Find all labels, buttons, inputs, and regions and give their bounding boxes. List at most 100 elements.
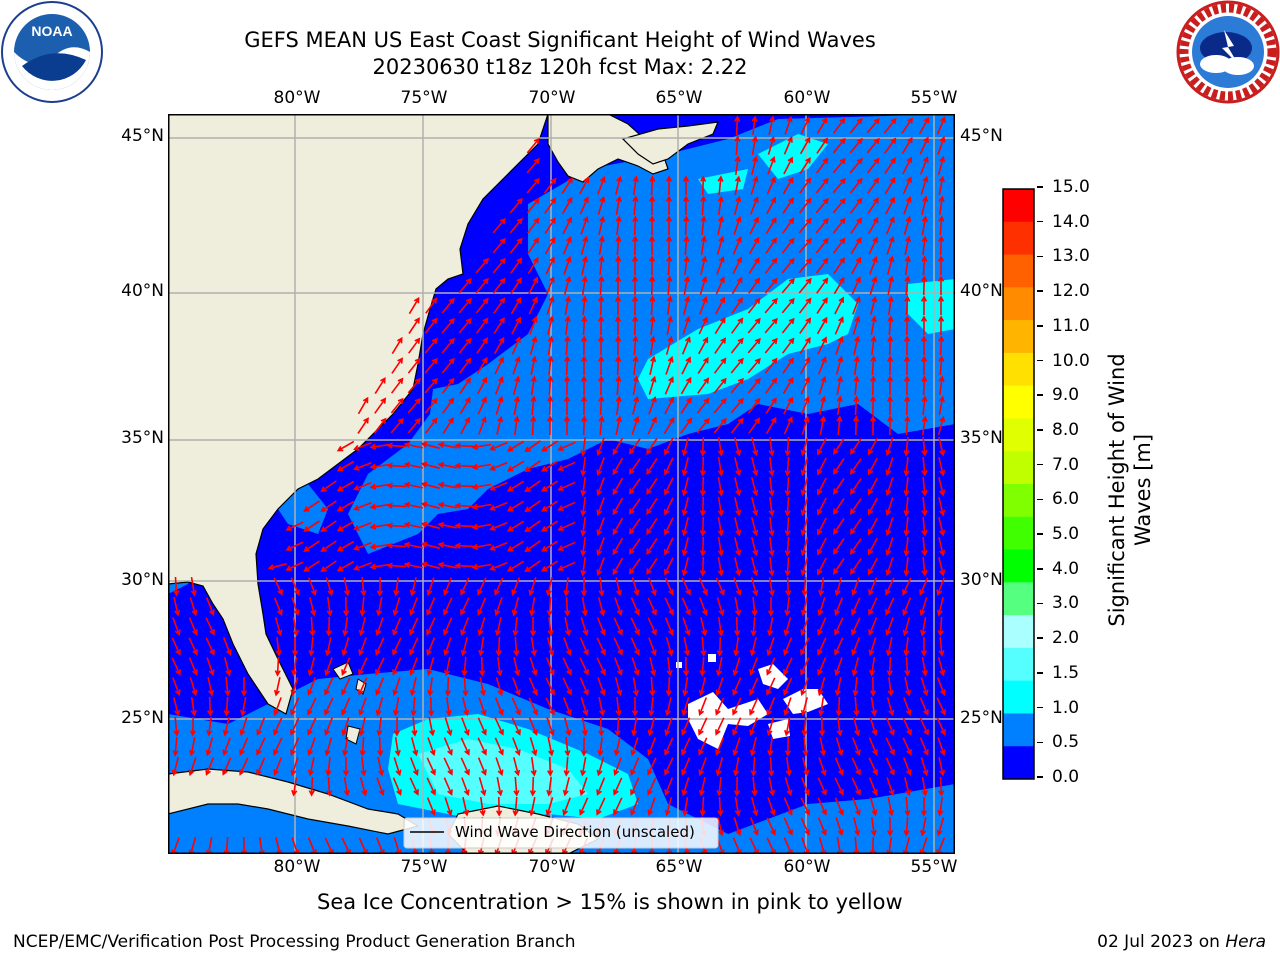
wave-direction-arrow [513,395,520,415]
wave-direction-arrow [188,757,197,777]
wave-direction-arrow [511,316,521,335]
wave-direction-arrow [557,441,576,451]
wave-direction-arrow [921,415,928,436]
wave-direction-arrow [819,415,826,435]
wave-direction-arrow [666,315,674,335]
wave-direction-arrow [869,395,877,416]
wave-direction-arrow [529,737,538,757]
wave-direction-arrow [459,396,471,415]
wave-direction-arrow [921,355,928,376]
wave-direction-arrow [336,500,355,512]
wave-direction-arrow [731,297,743,314]
wave-direction-arrow [919,717,929,736]
colorbar-cell [1003,352,1034,387]
wave-direction-arrow [816,137,829,154]
wave-direction-arrow [613,777,623,796]
wave-direction-arrow [851,777,861,796]
wave-direction-arrow [307,717,317,736]
wave-direction-arrow [342,736,349,757]
wave-direction-arrow [411,716,418,737]
wave-direction-arrow [375,677,385,696]
colorbar-cell [1003,287,1034,321]
wave-direction-arrow [938,537,946,557]
wave-direction-arrow [885,597,895,616]
colorbar-cell [1003,582,1034,616]
wave-direction-arrow [764,357,778,374]
wave-direction-arrow [478,697,487,717]
wave-direction-arrow [223,836,230,854]
wave-direction-arrow [581,275,588,296]
wave-direction-arrow [613,737,621,757]
wave-direction-arrow [489,541,508,551]
wave-direction-arrow [357,396,369,415]
wave-direction-arrow [901,117,914,134]
wave-direction-arrow [564,617,572,637]
wave-direction-arrow [563,756,570,777]
wave-direction-arrow [393,716,401,737]
colorbar-tick-label: 6.0 [1037,489,1079,509]
wave-direction-arrow [781,297,795,314]
wave-direction-arrow [834,597,844,616]
wave-direction-arrow [852,737,861,756]
wave-direction-arrow [581,335,588,356]
wave-direction-arrow [307,677,317,696]
wave-direction-arrow [649,295,656,316]
wave-direction-arrow [749,717,758,736]
wave-direction-arrow [887,295,894,316]
wave-direction-arrow [545,256,555,275]
wave-direction-arrow [173,697,181,717]
wave-direction-arrow [374,376,386,395]
wave-direction-arrow [545,677,555,696]
wave-direction-arrow [818,757,827,777]
colorbar-label-line2: Waves [m] [1131,434,1155,546]
wave-direction-arrow [353,522,372,531]
wave-direction-arrow [613,757,622,776]
wave-direction-arrow [733,195,742,215]
wave-direction-arrow [749,737,757,757]
wave-direction-arrow [800,637,810,656]
wave-direction-arrow [258,836,265,854]
colorbar-tick-label: 3.0 [1037,593,1079,613]
wave-direction-arrow [783,817,793,836]
wave-direction-arrow [598,275,605,296]
wave-direction-arrow [833,518,845,535]
wave-direction-arrow [205,617,215,636]
wave-direction-arrow [783,797,793,816]
wave-direction-arrow [868,637,877,657]
wave-direction-arrow [714,316,726,335]
wave-direction-arrow [630,777,640,796]
colorbar-tick-label: 7.0 [1037,455,1079,475]
wave-direction-arrow [596,757,605,777]
wave-direction-arrow [392,677,401,697]
wave-direction-arrow [716,636,723,657]
wave-direction-arrow [256,737,266,756]
wave-direction-arrow [717,817,725,837]
wave-direction-arrow [751,437,759,457]
wave-direction-arrow [580,436,587,457]
wave-direction-arrow [613,637,623,656]
wave-direction-arrow [460,577,470,596]
wave-direction-arrow [750,175,759,195]
colorbar-cell [1003,418,1034,452]
wave-direction-arrow [391,357,404,374]
wave-direction-arrow [751,557,759,577]
colorbar-tick-label: 14.0 [1037,212,1090,232]
wave-direction-arrow [563,375,571,396]
wave-direction-arrow [887,816,894,837]
wave-direction-arrow [547,737,555,757]
wave-direction-arrow [904,656,911,677]
wave-direction-arrow [409,577,417,597]
wave-direction-arrow [717,556,724,577]
wave-direction-arrow [800,597,808,617]
wave-direction-arrow [717,536,724,557]
wave-direction-arrow [375,837,385,854]
wave-direction-arrow [358,697,367,716]
wave-direction-arrow [903,697,912,717]
wave-direction-arrow [937,295,945,315]
wave-direction-arrow [343,776,350,797]
wave-direction-arrow [768,115,776,135]
wave-direction-arrow [681,437,689,457]
wave-direction-arrow [853,355,860,376]
wave-direction-arrow [747,357,761,374]
wave-direction-arrow [649,275,656,296]
